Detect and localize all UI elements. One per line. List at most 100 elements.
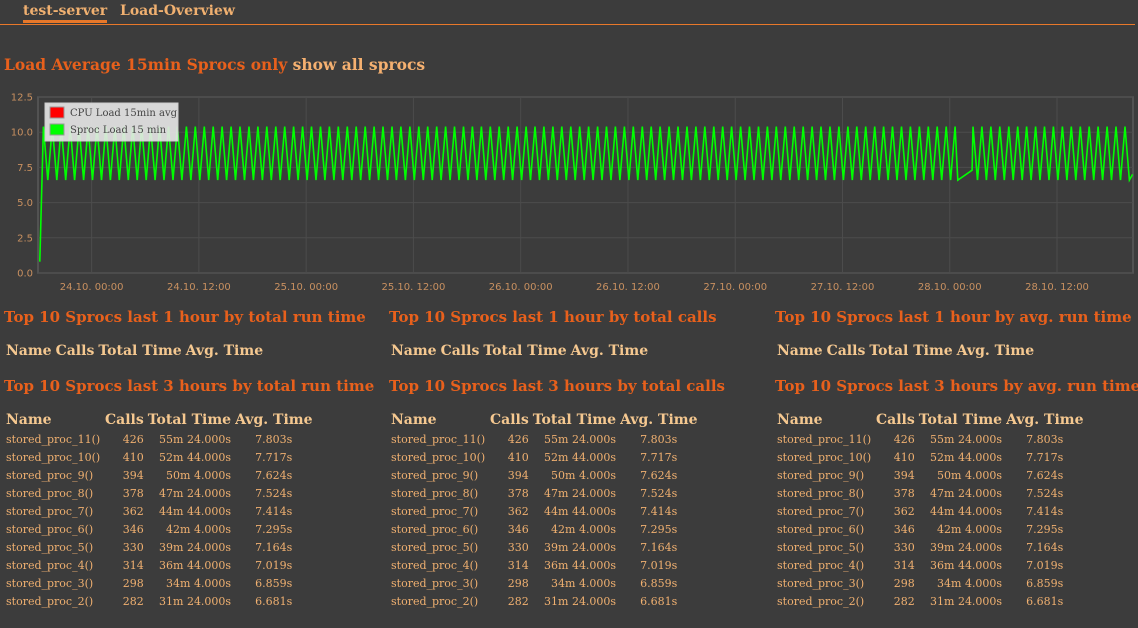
cell-total-time: 47m 24.000s [544, 486, 617, 500]
cell-name: stored_proc_10() [6, 450, 101, 464]
section-title-1h-total-runtime: Top 10 Sprocs last 1 hour by total run t… [4, 308, 366, 326]
table-row: stored_proc_3() 298 34m 4.000s 6.859s [4, 574, 315, 592]
cell-avg-time: 7.717s [1026, 450, 1064, 464]
cell-avg-time: 7.803s [640, 432, 678, 446]
cell-total-time: 31m 24.000s [930, 594, 1003, 608]
cell-total-time: 42m 4.000s [166, 522, 232, 536]
table-row: stored_proc_6() 346 42m 4.000s 7.295s [775, 520, 1086, 538]
cell-avg-time: 6.859s [255, 576, 293, 590]
cell-name: stored_proc_9() [777, 468, 865, 482]
table-row: stored_proc_7() 362 44m 44.000s 7.414s [4, 502, 315, 520]
section-title-3h-total-calls: Top 10 Sprocs last 3 hours by total call… [389, 377, 725, 395]
cell-calls: 426 [507, 432, 529, 446]
cell-calls: 378 [893, 486, 915, 500]
cell-total-time: 44m 44.000s [930, 504, 1003, 518]
col-calls: Calls [826, 343, 866, 359]
table-row: stored_proc_7() 362 44m 44.000s 7.414s [389, 502, 700, 520]
cell-name: stored_proc_3() [6, 576, 94, 590]
table-row: stored_proc_10() 410 52m 44.000s 7.717s [389, 448, 700, 466]
table-row: stored_proc_11() 426 55m 24.000s 7.803s [775, 430, 1086, 448]
cell-total-time: 36m 44.000s [159, 558, 232, 572]
table-row: stored_proc_2() 282 31m 24.000s 6.681s [4, 592, 315, 610]
cell-total-time: 34m 4.000s [166, 576, 232, 590]
cell-total-time: 39m 24.000s [930, 540, 1003, 554]
cell-calls: 314 [893, 558, 915, 572]
col-calls: Calls [55, 343, 95, 359]
x-tick-label: 25.10. 12:00 [382, 282, 446, 293]
tab-test-server[interactable]: test-server [23, 3, 108, 23]
col-total-time: Total Time [98, 343, 182, 359]
legend-box [44, 102, 179, 142]
cell-name: stored_proc_10() [391, 450, 486, 464]
table-row: stored_proc_4() 314 36m 44.000s 7.019s [389, 556, 700, 574]
x-tick-label: 24.10. 12:00 [167, 282, 231, 293]
x-tick-label: 25.10. 00:00 [274, 282, 338, 293]
table-row: stored_proc_9() 394 50m 4.000s 7.624s [389, 466, 700, 484]
table-row: stored_proc_8() 378 47m 24.000s 7.524s [775, 484, 1086, 502]
y-tick-label: 2.5 [17, 233, 33, 244]
table-row: stored_proc_2() 282 31m 24.000s 6.681s [775, 592, 1086, 610]
y-tick-label: 12.5 [11, 93, 33, 104]
table-3h-avg-runtime: Name Calls Total Time Avg. Time stored_proc_… [775, 410, 1086, 610]
cell-avg-time: 7.414s [1026, 504, 1064, 518]
cell-name: stored_proc_2() [6, 594, 94, 608]
cell-name: stored_proc_10() [777, 450, 872, 464]
col-calls: Calls [490, 412, 529, 428]
legend-label-sproc: Sproc Load 15 min [70, 125, 167, 136]
col-avg-time: Avg. Time [185, 343, 264, 359]
cell-avg-time: 7.019s [1026, 558, 1064, 572]
cell-calls: 282 [507, 594, 529, 608]
cell-total-time: 52m 44.000s [159, 450, 232, 464]
table-row: stored_proc_10() 410 52m 44.000s 7.717s [775, 448, 1086, 466]
cell-avg-time: 6.681s [255, 594, 293, 608]
col-calls: Calls [440, 343, 480, 359]
cell-avg-time: 7.019s [640, 558, 678, 572]
cell-name: stored_proc_11() [6, 432, 101, 446]
cell-calls: 426 [893, 432, 915, 446]
cell-avg-time: 7.164s [1026, 540, 1064, 554]
cell-total-time: 34m 4.000s [551, 576, 617, 590]
cell-total-time: 55m 24.000s [544, 432, 617, 446]
cell-avg-time: 7.624s [1026, 468, 1064, 482]
show-all-sprocs-link[interactable]: show all sprocs [292, 55, 426, 74]
col-name: Name [391, 412, 437, 428]
cell-calls: 298 [122, 576, 144, 590]
cell-avg-time: 7.624s [640, 468, 678, 482]
cell-name: stored_proc_11() [777, 432, 872, 446]
col-calls: Calls [105, 412, 144, 428]
x-tick-label: 26.10. 00:00 [489, 282, 553, 293]
cell-calls: 346 [122, 522, 144, 536]
cell-total-time: 31m 24.000s [544, 594, 617, 608]
cell-name: stored_proc_8() [391, 486, 479, 500]
cell-calls: 330 [893, 540, 915, 554]
table-row: stored_proc_8() 378 47m 24.000s 7.524s [4, 484, 315, 502]
table-row: stored_proc_6() 346 42m 4.000s 7.295s [4, 520, 315, 538]
col-name: Name [777, 412, 823, 428]
cell-avg-time: 6.681s [1026, 594, 1064, 608]
tab-load-overview[interactable]: Load-Overview [120, 3, 235, 19]
cell-calls: 298 [507, 576, 529, 590]
cell-avg-time: 7.164s [640, 540, 678, 554]
cell-name: stored_proc_4() [777, 558, 865, 572]
cell-calls: 362 [122, 504, 144, 518]
load-chart: 0.0 2.5 5.0 7.5 10.0 12.5 24.10. 00:00 24.10. 1… [11, 93, 1134, 293]
page-title: Load Average 15min Sprocs only show all … [4, 55, 425, 74]
cell-total-time: 47m 24.000s [159, 486, 232, 500]
table-row: stored_proc_11() 426 55m 24.000s 7.803s [389, 430, 700, 448]
cell-total-time: 52m 44.000s [544, 450, 617, 464]
col-name: Name [6, 412, 52, 428]
cell-avg-time: 6.859s [640, 576, 678, 590]
cell-name: stored_proc_8() [777, 486, 865, 500]
cell-name: stored_proc_6() [6, 522, 94, 536]
cell-name: stored_proc_8() [6, 486, 94, 500]
cell-avg-time: 7.295s [255, 522, 293, 536]
section-title-1h-avg-runtime: Top 10 Sprocs last 1 hour by avg. run ti… [775, 308, 1132, 326]
cell-name: stored_proc_3() [391, 576, 479, 590]
cell-calls: 346 [507, 522, 529, 536]
cell-calls: 330 [507, 540, 529, 554]
cell-calls: 362 [507, 504, 529, 518]
col-total-time: Total Time [532, 412, 617, 428]
col-total-time: Total Time [147, 412, 232, 428]
cell-total-time: 55m 24.000s [930, 432, 1003, 446]
cell-calls: 298 [893, 576, 915, 590]
